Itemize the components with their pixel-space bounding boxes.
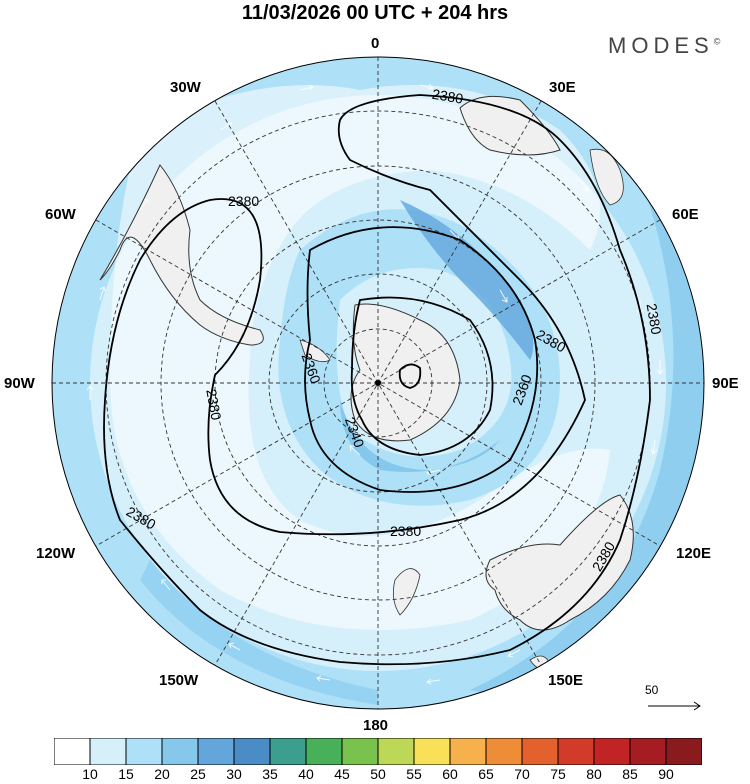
map-title: 11/03/2026 00 UTC + 204 hrs (241, 2, 509, 24)
colorbar-swatch (89, 738, 127, 765)
colorbar-swatch (161, 738, 199, 765)
contour-label: 2380 (390, 523, 421, 539)
lon-label-60e: 60E (672, 206, 699, 223)
colorbar-tick-label: 60 (442, 766, 458, 782)
colorbar-tick-label: 80 (586, 766, 602, 782)
lon-label-90e: 90E (712, 375, 739, 392)
jet-core-atlantic (400, 200, 534, 360)
land-australia (485, 494, 634, 631)
modes-logo: MODES© (608, 33, 720, 59)
colorbar-tick-label: 40 (298, 766, 314, 782)
colorbar-tick-label: 35 (262, 766, 278, 782)
low-wind-area (110, 85, 610, 630)
colorbar-tick-label: 15 (118, 766, 134, 782)
lon-label-120e: 120E (676, 545, 712, 562)
colorbar-tick-label: 90 (658, 766, 674, 782)
wind-reference-label: 50 (645, 683, 659, 697)
jet-streak-southwest (140, 560, 378, 705)
contour-2340 (350, 296, 494, 456)
polar-map: 2380 2380 2380 2380 2380 2380 2380 2380 … (51, 56, 705, 711)
land-new-zealand (392, 568, 421, 616)
contour-label: 2380 (643, 302, 664, 336)
contour-2360 (304, 226, 539, 493)
south-pole-marker (375, 380, 381, 386)
contour-label: 2380 (228, 193, 259, 209)
copyright-mark: © (713, 36, 721, 47)
contour-label: 2380 (203, 388, 224, 422)
colorbar-tick-label: 50 (370, 766, 386, 782)
colorbar-swatch (485, 738, 523, 765)
colorbar-swatch (449, 738, 487, 765)
colorbar-tick-label: 85 (622, 766, 638, 782)
colorbar-tick-label: 55 (406, 766, 422, 782)
colorbar-swatch (341, 738, 379, 765)
colorbar-tick-label: 75 (550, 766, 566, 782)
colorbar-swatch (521, 738, 559, 765)
colorbar-tick-label: 70 (514, 766, 530, 782)
land-africa-south (459, 95, 561, 156)
colorbar-swatch (125, 738, 163, 765)
contour-label: 2380 (431, 86, 465, 107)
contour-low-center (398, 363, 422, 389)
colorbar-tick-label: 30 (226, 766, 242, 782)
colorbar-swatch (305, 738, 343, 765)
colorbar-tick-label: 45 (334, 766, 350, 782)
contour-2380 (103, 94, 651, 666)
colorbar-swatch (629, 738, 667, 765)
colorbar-swatch (593, 738, 631, 765)
lon-label-30w: 30W (170, 79, 201, 96)
colorbar-ticks: 10 15 20 25 30 35 40 45 50 55 60 65 70 75 80 85 90 (0, 766, 750, 784)
lon-label-0: 0 (371, 35, 380, 52)
map-border (51, 56, 705, 710)
colorbar-swatch (377, 738, 415, 765)
lon-label-90w: 90W (4, 375, 35, 392)
lon-label-60w: 60W (45, 206, 76, 223)
colorbar-swatch (557, 738, 595, 765)
contours (103, 94, 651, 666)
land-south-america (99, 164, 264, 346)
lon-label-150e: 150E (548, 672, 584, 689)
lon-label-120w: 120W (36, 545, 76, 562)
colorbar-tick-label: 10 (82, 766, 98, 782)
land-madagascar (589, 148, 624, 206)
wind-reference-arrow (648, 701, 701, 711)
colorbar-swatch (197, 738, 235, 765)
colorbar-swatch (233, 738, 271, 765)
brand-name: MODES (608, 33, 714, 58)
lon-label-180: 180 (363, 717, 389, 734)
lon-label-30e: 30E (549, 79, 576, 96)
colorbar-tick-label: 20 (154, 766, 170, 782)
colorbar-tick-label: 65 (478, 766, 494, 782)
lon-label-150w: 150W (159, 672, 199, 689)
colorbar-swatch (413, 738, 451, 765)
colorbar-swatch (665, 738, 702, 765)
colorbar-tick-label: 25 (190, 766, 206, 782)
colorbar-swatch (54, 738, 91, 765)
colorbar-swatch (269, 738, 307, 765)
colorbar (54, 738, 702, 765)
jet-streak-east (470, 130, 704, 700)
